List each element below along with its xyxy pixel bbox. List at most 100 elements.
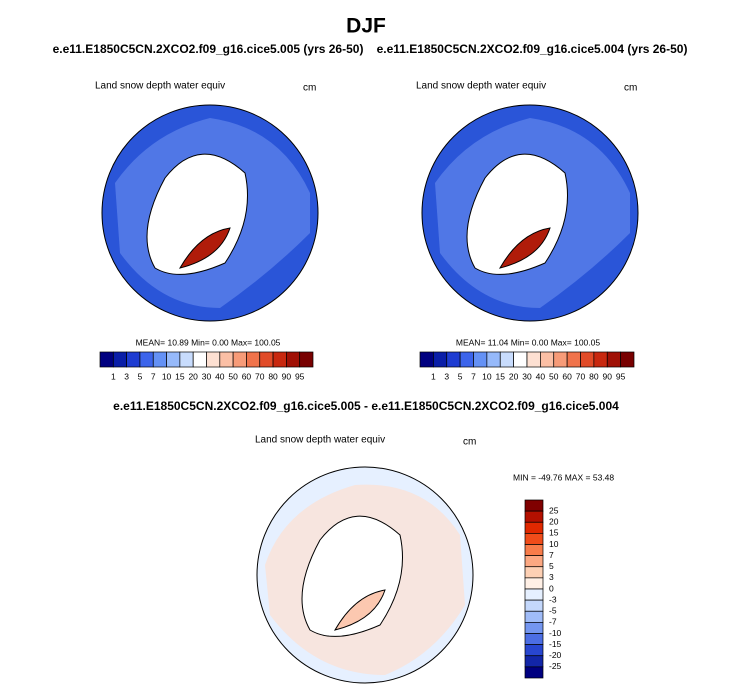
colorbar-box: [524, 622, 544, 634]
colorbar-label: 40: [536, 371, 546, 381]
polar-map: [256, 466, 474, 684]
colorbar-box: [219, 351, 234, 368]
maps: [101, 104, 639, 684]
colorbar-label: 3: [549, 572, 554, 582]
colorbar-box: [524, 510, 544, 523]
colorbar-label: 15: [549, 528, 559, 538]
colorbar-box: [580, 351, 595, 368]
colorbar-box: [620, 351, 635, 368]
colorbar-box: [473, 351, 488, 368]
colorbar-box: [524, 499, 544, 512]
stats: MEAN= 11.04 Min= 0.00 Max= 100.05: [456, 337, 600, 347]
colorbar-box: [524, 521, 544, 534]
colorbar-label: 30: [202, 371, 212, 381]
case-title: e.e11.E1850C5CN.2XCO2.f09_g16.cice5.005 …: [53, 42, 364, 56]
colorbar-label: 7: [471, 371, 476, 381]
colorbar-label: 90: [603, 371, 613, 381]
colorbar-box: [524, 566, 544, 579]
colorbar-box: [99, 351, 114, 368]
colorbar-box: [524, 544, 544, 556]
colorbar-box: [112, 351, 127, 368]
greenland: [333, 589, 386, 631]
colorbar-label: 40: [215, 371, 225, 381]
colorbar-box: [593, 351, 608, 368]
colorbar-label: 80: [268, 371, 278, 381]
colorbar-box: [433, 351, 448, 368]
colorbar-label: 15: [496, 371, 506, 381]
colorbar-label: 7: [151, 371, 156, 381]
colorbar-box: [259, 351, 274, 368]
colorbar-label: 15: [175, 371, 185, 381]
colorbar-label: 5: [138, 371, 143, 381]
colorbar-box: [152, 351, 167, 368]
colorbar-box: [272, 351, 287, 368]
polar-map: [101, 104, 319, 322]
colorbar-box: [166, 351, 181, 368]
colorbar-box: [524, 533, 544, 545]
colorbar-label: 10: [482, 371, 492, 381]
colorbar-box: [299, 351, 314, 368]
polar-map: [421, 104, 639, 322]
colorbar-box: [459, 351, 474, 368]
colorbar-box: [524, 577, 544, 590]
arctic-ocean: [146, 153, 248, 275]
figure-title: DJF: [346, 15, 386, 38]
colorbar-box: [606, 351, 621, 368]
variable-label: Land snow depth water equiv: [416, 81, 546, 92]
colorbar-box: [524, 599, 544, 612]
colorbar-box: [524, 588, 544, 601]
colorbar-label: 70: [576, 371, 586, 381]
colorbar-label: 1: [431, 371, 436, 381]
stats: MEAN= 10.89 Min= 0.00 Max= 100.05: [136, 337, 281, 347]
colorbar-label: 60: [562, 371, 572, 381]
colorbar-box: [419, 351, 434, 368]
colorbar-label: 70: [255, 371, 265, 381]
colorbar-box: [286, 351, 301, 368]
colorbar-box: [139, 351, 154, 368]
colorbar-box: [486, 351, 501, 368]
colorbar-box: [553, 351, 568, 368]
colorbar-label: 50: [549, 371, 559, 381]
units-label: cm: [463, 437, 476, 448]
colorbar-label: 7: [549, 550, 554, 560]
arctic-ocean: [466, 153, 568, 275]
colorbar-label: 25: [549, 505, 559, 515]
case-title: e.e11.E1850C5CN.2XCO2.f09_g16.cice5.004 …: [377, 42, 688, 56]
colorbar-label: 0: [549, 583, 554, 593]
colorbar-label: -7: [549, 617, 557, 627]
colorbar-box: [126, 351, 141, 368]
colorbars: 1 3 5 7 10 15 20 30 40 50 60 70 80 90 95 1 3 5 7 10 15 20 30 40…: [99, 351, 635, 679]
colorbar-box: [566, 351, 581, 368]
colorbar-label: 5: [458, 371, 463, 381]
colorbar-box: [524, 644, 544, 657]
colorbar-box: [513, 351, 528, 368]
colorbar-label: 3: [124, 371, 129, 381]
colorbar-label: 10: [549, 539, 559, 549]
colorbar-box: [540, 351, 555, 368]
units-label: cm: [624, 83, 637, 94]
colorbar-box: [524, 610, 544, 623]
colorbar-box: [179, 351, 194, 368]
colorbar-label: 3: [444, 371, 449, 381]
colorbar-label: 20: [509, 371, 519, 381]
colorbar-box: [524, 633, 544, 645]
colorbar-label: 80: [589, 371, 599, 381]
colorbar-label: 90: [282, 371, 292, 381]
colorbar-label: 5: [549, 561, 554, 571]
colorbar-box: [524, 555, 544, 568]
colorbar-label: -3: [549, 594, 557, 604]
colorbar-label: 50: [228, 371, 238, 381]
colorbar-box: [499, 351, 514, 368]
colorbar-box: [232, 351, 247, 368]
colorbar-label: 10: [162, 371, 172, 381]
colorbar-box: [526, 351, 541, 368]
colorbar-box: [524, 666, 544, 679]
colorbar-box: [192, 351, 207, 368]
colorbar-label: 20: [549, 517, 559, 527]
colorbar-label: -15: [549, 639, 562, 649]
colorbar-box: [524, 655, 544, 668]
colorbar-label: 1: [111, 371, 116, 381]
colorbar-label: 30: [522, 371, 532, 381]
